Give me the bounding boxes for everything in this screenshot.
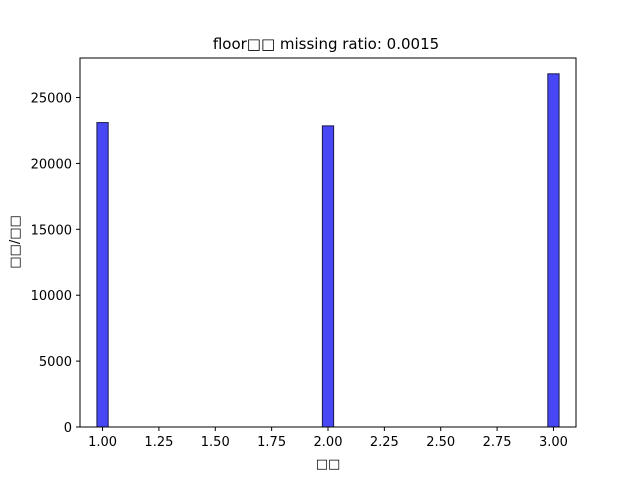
y-tick-label: 25000: [31, 92, 72, 107]
x-tick-label: 1.00: [88, 435, 117, 450]
y-tick-label: 0: [64, 421, 72, 436]
bar: [547, 73, 560, 428]
y-tick-label: 20000: [31, 157, 72, 172]
x-axis: 1.00 1.25 1.50 1.75 2.00 2.25 2.50 2.75 3.00: [88, 427, 568, 450]
x-tick-label: 2.50: [426, 435, 455, 450]
y-tick-label: 5000: [39, 355, 72, 370]
x-tick-label: 2.75: [483, 435, 512, 450]
x-tick-label: 2.00: [314, 435, 343, 450]
x-tick-label: 2.25: [370, 435, 399, 450]
x-tick-label: 1.50: [201, 435, 230, 450]
chart-title: floor□□ missing ratio: 0.0015: [213, 35, 439, 53]
x-tick-label: 1.75: [257, 435, 286, 450]
y-tick-label: 10000: [31, 289, 72, 304]
x-axis-label: □□: [316, 457, 341, 472]
y-axis: 0 5000 10000 15000 20000 25000: [31, 92, 80, 436]
y-tick-label: 15000: [31, 223, 72, 238]
x-tick-label: 1.25: [144, 435, 173, 450]
y-axis-label: □□/□□: [8, 215, 23, 269]
bar: [96, 122, 109, 428]
x-tick-label: 3.00: [539, 435, 568, 450]
bar: [321, 125, 335, 428]
